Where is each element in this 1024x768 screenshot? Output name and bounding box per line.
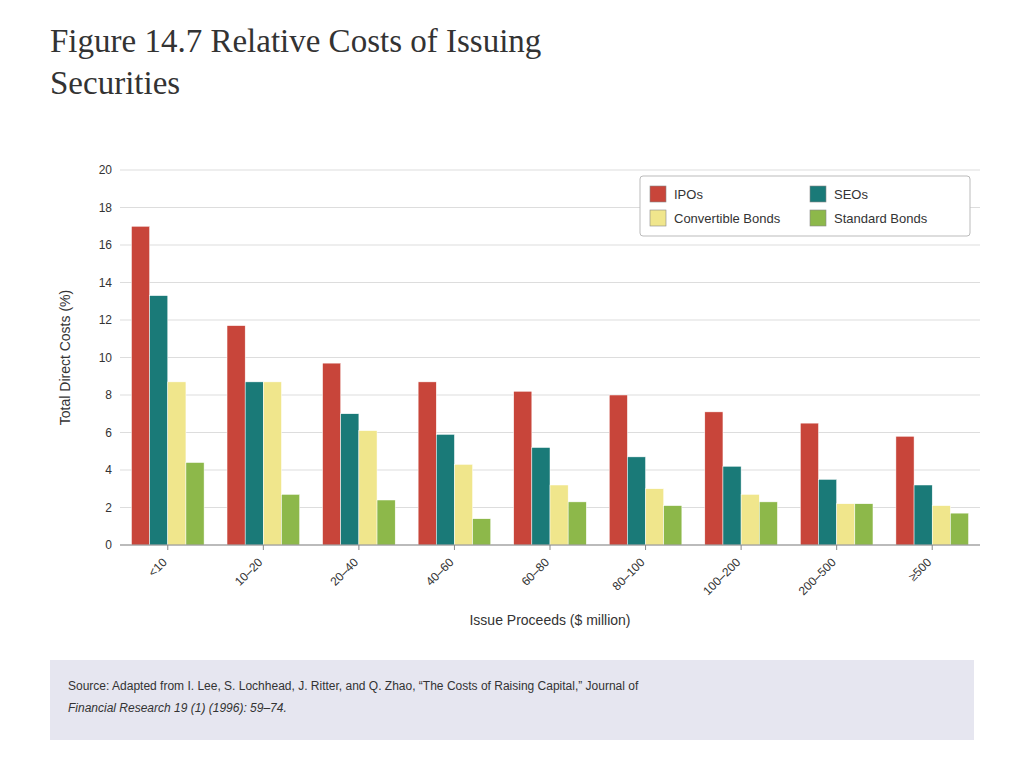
bar [473, 519, 491, 545]
y-tick-label: 14 [99, 276, 113, 290]
x-tick-label: 80–100 [609, 555, 647, 593]
y-tick-label: 20 [99, 163, 113, 177]
x-tick [741, 545, 742, 550]
x-tick-label: <10 [146, 555, 171, 580]
y-tick-label: 16 [99, 238, 113, 252]
bar [723, 466, 741, 545]
legend-box [640, 176, 970, 236]
bar [705, 412, 723, 545]
legend-swatch [810, 186, 826, 202]
bar [896, 436, 914, 545]
chart: Figure 14.7 Relative Costs of Issuing Sec… [0, 0, 1024, 768]
bar [131, 226, 149, 545]
bar [377, 500, 395, 545]
legend-swatch [810, 210, 826, 226]
x-tick [836, 545, 837, 550]
bar [532, 448, 550, 546]
x-axis-label: Issue Proceeds ($ million) [469, 612, 630, 628]
title-line: Securities [50, 65, 180, 101]
bar [150, 296, 168, 545]
bar [741, 494, 759, 545]
y-axis-label: Total Direct Costs (%) [57, 290, 73, 425]
y-tick-label: 18 [99, 201, 113, 215]
legend-label: IPOs [674, 187, 703, 202]
x-tick-label: ≥500 [906, 555, 935, 584]
bar [627, 457, 645, 545]
bar [454, 464, 472, 545]
grid-line [120, 170, 980, 171]
bar [914, 485, 932, 545]
bar [514, 391, 532, 545]
bar [855, 504, 873, 545]
grid [120, 170, 980, 545]
x-tick [932, 545, 933, 550]
bar [837, 504, 855, 545]
x-tick [263, 545, 264, 550]
x-tick-label: 100–200 [700, 555, 743, 598]
bar [609, 395, 627, 545]
x-tick-label: 60–80 [519, 555, 553, 589]
bars [131, 226, 968, 545]
legend: IPOs SEOs Convertible Bonds Standard Bonds [640, 176, 970, 236]
bar [245, 382, 263, 545]
bar [186, 463, 204, 546]
bar [819, 479, 837, 545]
legend-label: SEOs [834, 187, 868, 202]
title-line: Figure 14.7 Relative Costs of Issuing [50, 23, 541, 59]
bar [263, 382, 281, 545]
bar [323, 363, 341, 545]
title: Figure 14.7 Relative Costs of Issuing Sec… [50, 23, 541, 101]
y-tick-label: 2 [105, 501, 112, 515]
y-tick-label: 12 [99, 313, 113, 327]
grid-line [120, 282, 980, 283]
bar [227, 326, 245, 545]
grid-line [120, 357, 980, 358]
y-tick-label: 0 [105, 538, 112, 552]
bar [436, 434, 454, 545]
x-tick-label: 40–60 [423, 555, 457, 589]
legend-swatch [650, 210, 666, 226]
bar [359, 431, 377, 545]
x-tick [358, 545, 359, 550]
bar [664, 506, 682, 545]
x-tick [167, 545, 168, 550]
bar [568, 502, 586, 545]
bar [950, 513, 968, 545]
x-tick [550, 545, 551, 550]
bar [281, 494, 299, 545]
grid-line [120, 320, 980, 321]
bar [800, 423, 818, 545]
source-note: Source: Adapted from I. Lee, S. Lochhead… [68, 679, 639, 715]
y-tick-label: 8 [105, 388, 112, 402]
x-tick-label: 200–500 [796, 555, 839, 598]
source-line: Source: Adapted from I. Lee, S. Lochhead… [68, 679, 639, 693]
bar [932, 506, 950, 545]
legend-label: Standard Bonds [834, 211, 928, 226]
x-tick-label: 20–40 [328, 555, 362, 589]
legend-swatch [650, 186, 666, 202]
bar [341, 414, 359, 545]
source-box [50, 660, 974, 740]
x-tick [454, 545, 455, 550]
x-tick-label: 10–20 [232, 555, 266, 589]
bar [418, 382, 436, 545]
bar [646, 489, 664, 545]
y-tick-label: 6 [105, 426, 112, 440]
x-tick [645, 545, 646, 550]
bar [550, 485, 568, 545]
y-tick-label: 4 [105, 463, 112, 477]
legend-label: Convertible Bonds [674, 211, 781, 226]
bar [759, 502, 777, 545]
source-line: Financial Research 19 (1) (1996): 59–74. [68, 701, 287, 715]
y-tick-label: 10 [99, 351, 113, 365]
bar [168, 382, 186, 545]
grid-line [120, 245, 980, 246]
